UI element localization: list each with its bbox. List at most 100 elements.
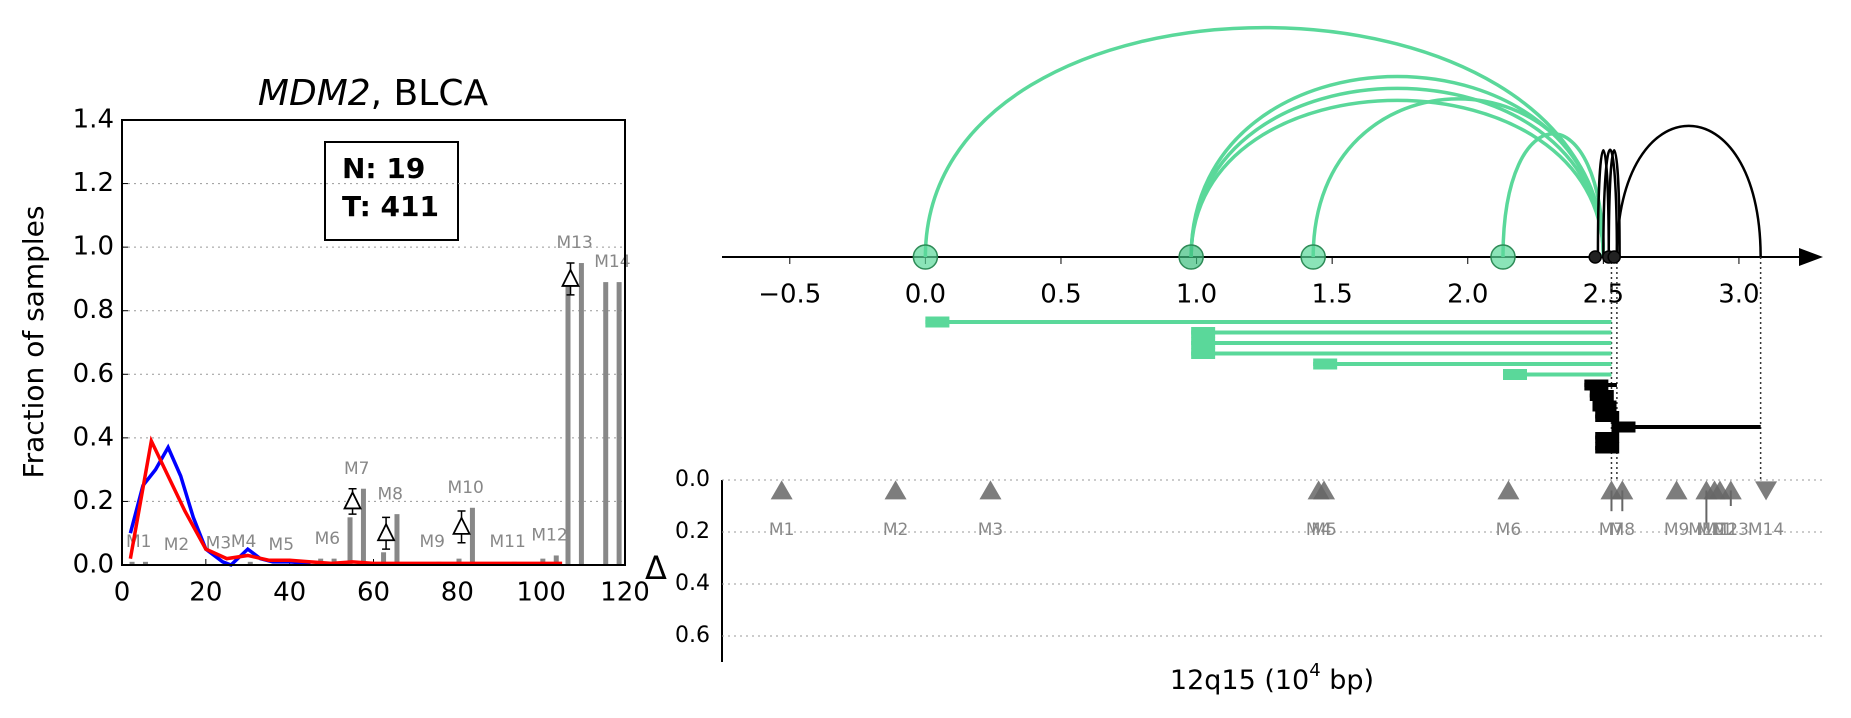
segment-start [1589, 390, 1614, 401]
segment-start [925, 316, 950, 328]
marker-label: M4 [1306, 520, 1331, 540]
bar [616, 282, 622, 565]
x-axis-label: 12q15 (104 bp) [1170, 660, 1374, 696]
bar [381, 552, 387, 565]
marker-label: M4 [231, 532, 256, 552]
segment-start [1611, 421, 1636, 433]
y-tick-label: 0.4 [675, 571, 710, 596]
delta-marker [1755, 481, 1778, 501]
delta-marker [1313, 480, 1336, 500]
marker-label: M8 [1610, 520, 1635, 540]
legend-entry: T: 411 [342, 190, 439, 223]
marker-label: M8 [378, 484, 403, 504]
segment-start [1313, 358, 1338, 370]
marker-label: M2 [164, 535, 189, 555]
arc [1311, 97, 1606, 258]
node [1588, 250, 1602, 264]
segment-start [1584, 379, 1609, 391]
x-tick-label: 80 [441, 578, 474, 608]
marker-label: M11 [489, 532, 525, 552]
segment-start [1191, 327, 1216, 338]
y-tick-label: 1.4 [73, 105, 114, 135]
marker-label: M14 [594, 252, 630, 272]
x-tick-label: 1.0 [1176, 280, 1217, 310]
x-tick-label: 1.5 [1311, 280, 1352, 310]
y-tick-label: 0.6 [675, 623, 710, 648]
marker-label: M12 [531, 526, 567, 546]
marker-label: M10 [1688, 520, 1724, 540]
segment-start [1595, 432, 1620, 443]
marker-label: M3 [206, 534, 231, 554]
marker-label: M7 [1599, 520, 1624, 540]
x-label-part: 12q15 (10 [1170, 665, 1309, 696]
y-tick-label: 0.6 [73, 359, 114, 389]
bar [142, 561, 148, 565]
delta-marker [1611, 480, 1634, 500]
segment-start [1191, 337, 1216, 349]
y-tick-label: 0.4 [73, 422, 114, 452]
legend-box [324, 141, 459, 241]
arc [1189, 74, 1606, 258]
segment-start [1595, 442, 1620, 454]
y-tick-label: 0.0 [73, 550, 114, 580]
delta-marker [343, 490, 362, 510]
marker-label: M9 [1664, 520, 1689, 540]
bar [603, 282, 609, 565]
x-tick-label: 40 [273, 578, 306, 608]
chart-title: MDM2, BLCA [258, 73, 489, 114]
x-label-sup: 4 [1309, 660, 1320, 681]
x-tick-label: 60 [357, 578, 390, 608]
bar [129, 561, 135, 565]
marker-label: M5 [269, 535, 294, 555]
arc [1189, 98, 1606, 258]
segment-start [1503, 369, 1528, 380]
delta-marker [884, 480, 907, 500]
x-tick-label: 20 [189, 578, 222, 608]
axis-arrow [1799, 248, 1823, 266]
marker-label: M13 [557, 233, 593, 253]
delta-marker [770, 480, 793, 500]
node [1300, 244, 1326, 270]
delta-marker [561, 267, 580, 287]
marker-label: M7 [344, 459, 369, 479]
x-label-part: bp) [1321, 665, 1374, 696]
arc [1607, 149, 1621, 258]
delta-marker [1497, 480, 1520, 500]
bar [347, 517, 353, 565]
delta-marker [1665, 480, 1688, 500]
bar [578, 263, 584, 565]
marker-label: M2 [883, 520, 908, 540]
segment-start [1595, 411, 1620, 422]
marker-label: M9 [419, 532, 444, 552]
arc [1615, 124, 1762, 258]
delta-marker [979, 480, 1002, 500]
bar [469, 507, 475, 565]
delta-marker [376, 522, 396, 542]
marker-label: M5 [1311, 520, 1336, 540]
delta-marker [1719, 480, 1742, 500]
x-tick-label: 0.0 [905, 280, 946, 310]
y-tick-label: 1.2 [73, 168, 114, 198]
node [1490, 244, 1516, 270]
segment-start [1592, 400, 1617, 412]
title-gene: MDM2 [258, 73, 371, 114]
delta-marker [452, 515, 471, 535]
x-tick-label: 0 [114, 578, 131, 608]
bar [565, 285, 571, 565]
marker-label: M11 [1696, 520, 1732, 540]
title-rest: , BLCA [371, 73, 489, 114]
x-tick-label: 2.0 [1447, 280, 1488, 310]
bar [360, 488, 366, 565]
y-axis-label: Fraction of samples [17, 206, 50, 479]
arc [923, 25, 1606, 258]
bar [553, 555, 559, 565]
segment-start [1191, 348, 1216, 359]
node [1607, 250, 1621, 264]
x-tick-label: 2.5 [1583, 280, 1624, 310]
marker-label: M3 [978, 520, 1003, 540]
line-series [128, 435, 563, 566]
marker-label: M10 [448, 478, 484, 498]
legend-entry: N: 19 [342, 152, 425, 185]
